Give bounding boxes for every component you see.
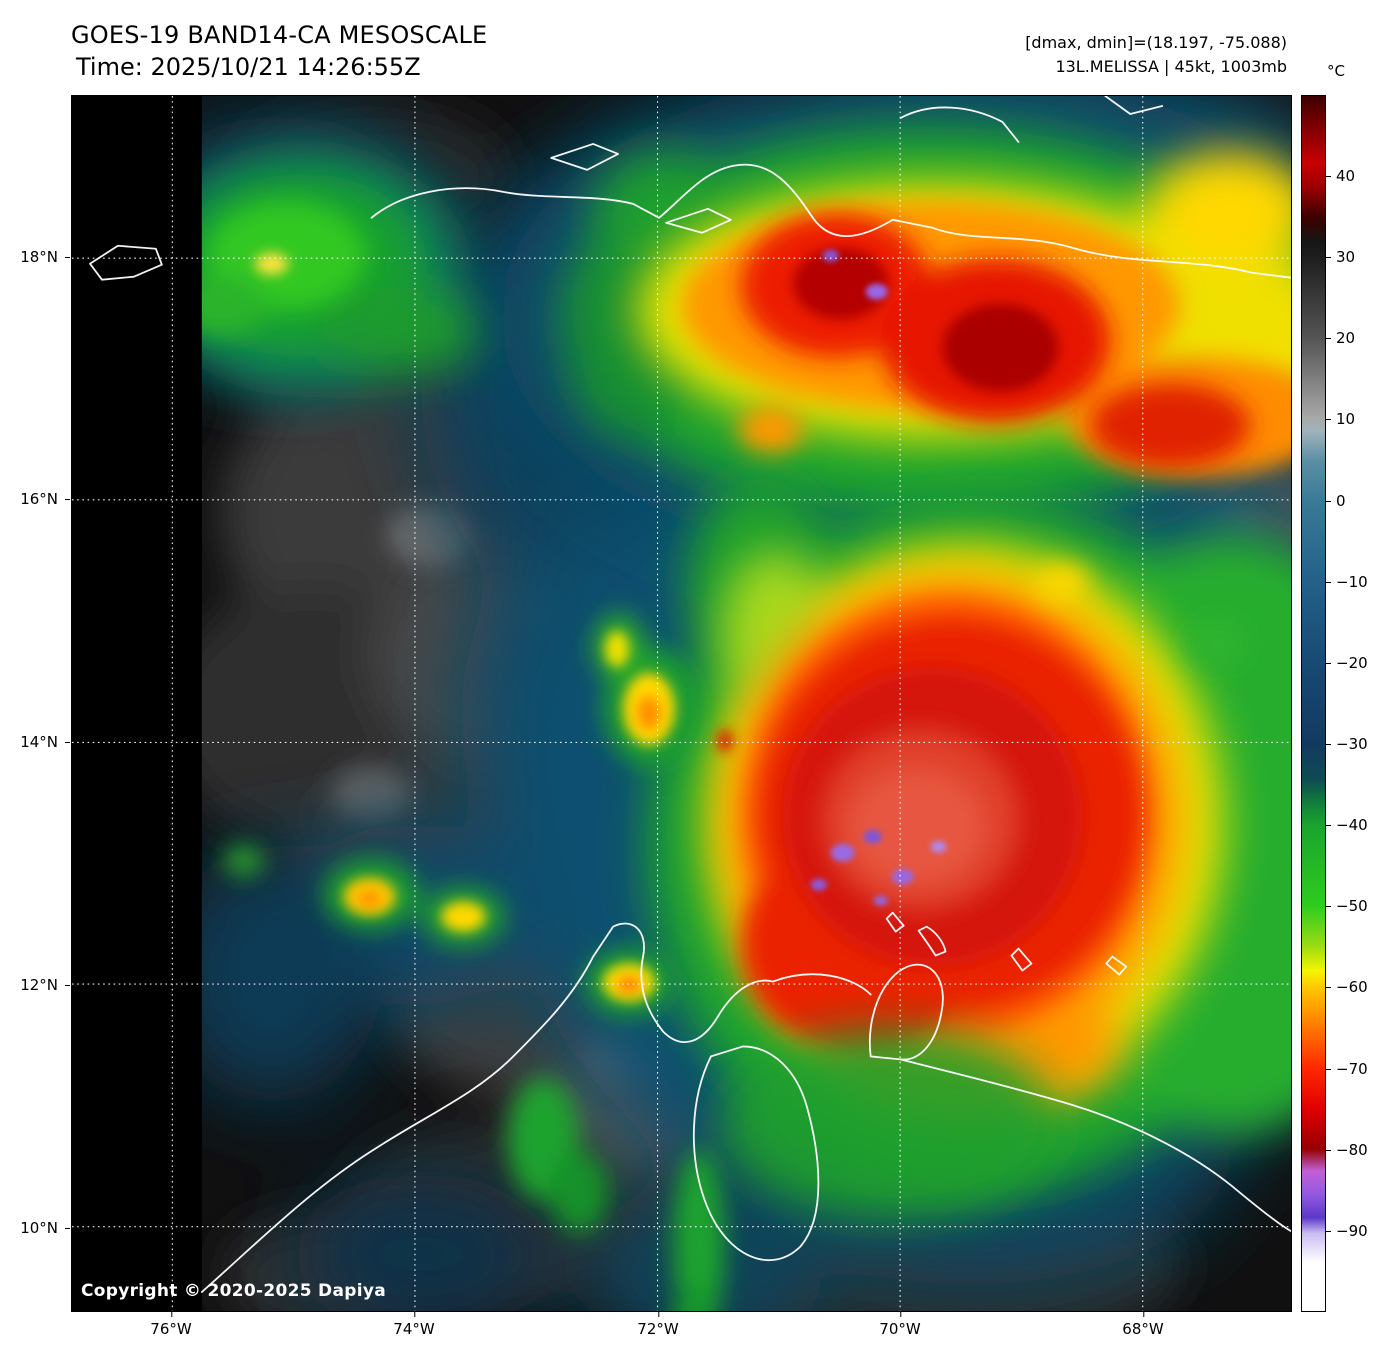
image-title: GOES-19 BAND14-CA MESOSCALE xyxy=(71,21,488,49)
colorbar-unit-label: °C xyxy=(1327,62,1345,80)
dmax-dmin-annotation: [dmax, dmin]=(18.197, -75.088) xyxy=(1025,33,1287,52)
longitude-label: 74°W xyxy=(393,1312,435,1338)
hurricane-melissa xyxy=(646,475,1291,1220)
coastline-overlay xyxy=(89,96,1291,1293)
colorbar-tick-label: 0 xyxy=(1325,492,1346,510)
colorbar-tick-label: −70 xyxy=(1325,1060,1368,1078)
colorbar-tick-label: 30 xyxy=(1324,248,1356,266)
colorbar-tick-label: 20 xyxy=(1324,329,1356,347)
overshooting-tops xyxy=(810,829,947,906)
latitude-label: 14°N xyxy=(20,733,70,751)
longitude-label: 72°W xyxy=(637,1312,679,1338)
latitude-label: 16°N xyxy=(20,490,70,508)
storm-info-annotation: 13L.MELISSA | 45kt, 1003mb xyxy=(1055,57,1287,76)
longitude-axis: 76°W 74°W 72°W 70°W 68°W xyxy=(71,1312,1292,1344)
graticule xyxy=(72,96,1291,1311)
satellite-map: Copyright © 2020-2025 Dapiya xyxy=(71,95,1292,1312)
latitude-label: 10°N xyxy=(20,1219,70,1237)
colorbar-tick-label: −90 xyxy=(1325,1222,1368,1240)
temperature-colorbar xyxy=(1301,95,1326,1312)
convective-complex-ne xyxy=(501,96,1291,566)
header-annotations: [dmax, dmin]=(18.197, -75.088) 13L.MELIS… xyxy=(1025,31,1287,79)
latitude-label: 18°N xyxy=(20,248,70,266)
latitude-axis: 18°N 16°N 14°N 12°N 10°N xyxy=(0,95,70,1312)
colorbar-tick-labels: 40 30 20 10 0 −10 −20 −30 −40 −50 −60 −7… xyxy=(1324,95,1390,1312)
no-data-strip xyxy=(72,96,202,1311)
colorbar-tick-label: 10 xyxy=(1324,410,1356,428)
satellite-imagery xyxy=(72,96,1291,1311)
longitude-label: 76°W xyxy=(150,1312,192,1338)
colorbar-tick-label: −80 xyxy=(1325,1141,1368,1159)
colorbar-tick-label: −20 xyxy=(1325,654,1368,672)
colorbar-tick-label: −30 xyxy=(1325,735,1368,753)
colorbar-tick-label: −60 xyxy=(1325,978,1368,996)
scattered-cells xyxy=(223,613,733,1311)
colorbar-tick-label: 40 xyxy=(1324,167,1356,185)
colorbar-tick-label: −10 xyxy=(1325,573,1368,591)
copyright-notice: Copyright © 2020-2025 Dapiya xyxy=(81,1281,386,1301)
latitude-label: 12°N xyxy=(20,976,70,994)
image-timestamp: Time: 2025/10/21 14:26:55Z xyxy=(76,53,421,81)
green-patch-nw xyxy=(141,145,487,396)
longitude-label: 68°W xyxy=(1122,1312,1164,1338)
longitude-label: 70°W xyxy=(879,1312,921,1338)
colorbar-tick-label: −40 xyxy=(1325,816,1368,834)
colorbar-tick-label: −50 xyxy=(1325,897,1368,915)
